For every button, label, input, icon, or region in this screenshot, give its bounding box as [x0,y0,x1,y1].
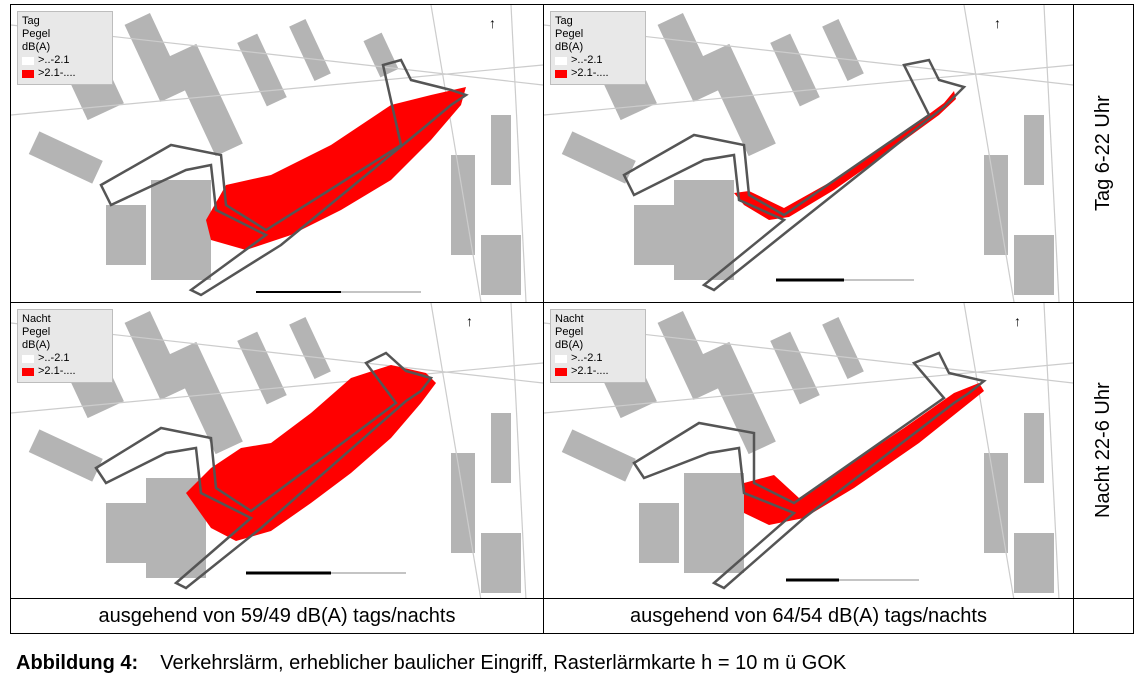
figure-caption: Abbildung 4: Verkehrslärm, erheblicher ba… [16,652,846,675]
grid-mid [10,302,1134,303]
grid-left [10,4,11,634]
legend-item-high: >2.1-.... [555,67,641,80]
figure-label: Abbildung 4: [16,652,139,674]
legend-item-low: >..-2.1 [22,352,108,365]
legend-title-1: Nacht [555,313,584,325]
legend: Tag Pegel dB(A) >..-2.1 >2.1-.... [17,11,113,85]
legend-title-1: Tag [555,15,573,27]
legend-item-low: >..-2.1 [22,54,108,67]
legend-title-3: dB(A) [22,339,51,351]
figure-text: Verkehrslärm, erheblicher baulicher Eing… [160,652,847,674]
north-arrow-icon: ↑ [489,15,496,31]
grid-bottom [10,633,1134,634]
legend-title-1: Tag [22,15,40,27]
legend-title-2: Pegel [22,28,51,40]
legend-title-1: Nacht [22,313,51,325]
row-label-tag: Tag 6-22 Uhr [1092,95,1114,212]
legend-item-high: >2.1-.... [22,67,108,80]
grid-right [1133,4,1134,634]
swatch-white [22,354,34,363]
map-nacht-49: Nacht Pegel dB(A) >..-2.1 >2.1-.... ↑ [11,303,543,598]
caption-left: ausgehend von 59/49 dB(A) tags/nachts [98,604,456,627]
caption-right: ausgehend von 64/54 dB(A) tags/nachts [630,604,987,627]
legend-title-3: dB(A) [555,339,584,351]
legend-item-low: >..-2.1 [555,352,641,365]
map-tag-64: Tag Pegel dB(A) >..-2.1 >2.1-.... ↑ [544,5,1073,302]
legend-item-low: >..-2.1 [555,54,641,67]
row-label-nacht: Nacht 22-6 Uhr [1092,382,1114,519]
legend-title-2: Pegel [555,28,584,40]
grid-center [543,4,544,634]
map-tag-59: Tag Pegel dB(A) >..-2.1 >2.1-.... ↑ [11,5,543,302]
legend: Tag Pegel dB(A) >..-2.1 >2.1-.... [550,11,646,85]
north-arrow-icon: ↑ [1014,313,1021,329]
legend-item-high: >2.1-.... [22,365,108,378]
grid-right-inner [1073,4,1074,634]
north-arrow-icon: ↑ [994,15,1001,31]
grid-captions [10,598,1134,599]
legend-title-3: dB(A) [22,41,51,53]
legend-title-2: Pegel [22,326,51,338]
swatch-red [22,69,34,78]
legend-title-2: Pegel [555,326,584,338]
legend: Nacht Pegel dB(A) >..-2.1 >2.1-.... [17,309,113,383]
swatch-white [555,354,567,363]
swatch-red [555,367,567,376]
swatch-red [555,69,567,78]
north-arrow-icon: ↑ [466,313,473,329]
legend-item-high: >2.1-.... [555,365,641,378]
grid-top [10,4,1134,5]
map-nacht-54: Nacht Pegel dB(A) >..-2.1 >2.1-.... ↑ [544,303,1073,598]
swatch-red [22,367,34,376]
legend-title-3: dB(A) [555,41,584,53]
swatch-white [555,56,567,65]
swatch-white [22,56,34,65]
legend: Nacht Pegel dB(A) >..-2.1 >2.1-.... [550,309,646,383]
